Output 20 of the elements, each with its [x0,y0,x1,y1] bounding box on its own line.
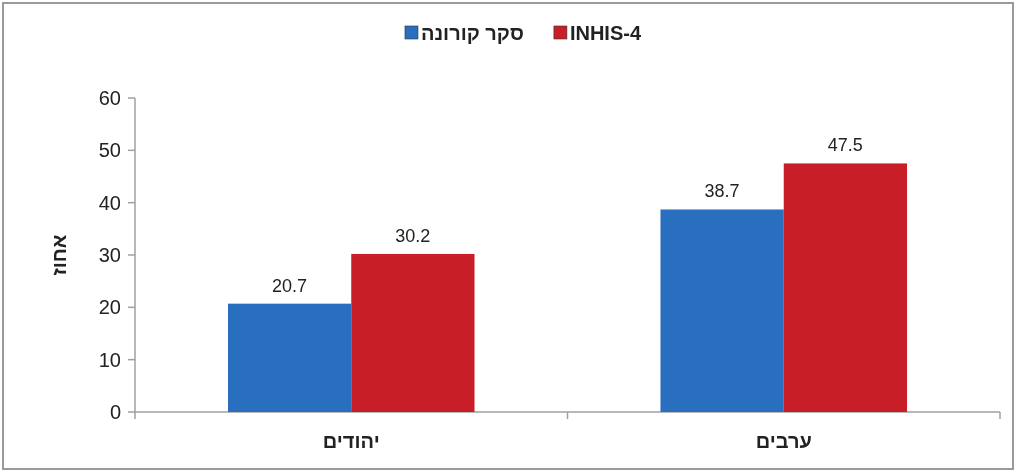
y-tick-label: 60 [98,87,121,109]
y-tick-label: 30 [98,244,121,266]
y-tick-label: 20 [98,296,121,319]
y-tick-label: 50 [98,139,121,162]
y-axis-title: אחוז [48,234,70,276]
bar [351,253,475,412]
bar [660,209,784,412]
data-label: 38.7 [704,181,740,202]
data-label: 20.7 [272,275,308,296]
legend-label: INHIS-4 [569,22,642,44]
data-label: 30.2 [395,225,431,246]
y-tick-label: 40 [98,191,121,214]
y-tick-label: 0 [109,401,121,423]
bar [783,163,908,412]
x-tick-label: ערבים [755,430,812,452]
bar [227,303,352,412]
x-tick-label: יהודים [322,430,380,452]
legend-label: סקר קורונה [420,22,524,44]
data-label: 47.5 [827,135,863,156]
y-tick-label: 10 [98,348,121,371]
